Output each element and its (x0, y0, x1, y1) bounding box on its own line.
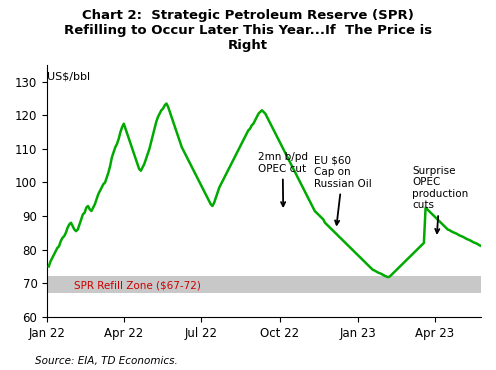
Bar (47, 276, 481, 293)
Text: Chart 2:  Strategic Petroleum Reserve (SPR): Chart 2: Strategic Petroleum Reserve (SP… (82, 9, 414, 22)
Text: US$/bbl: US$/bbl (47, 72, 90, 82)
Text: Source: EIA, TD Economics.: Source: EIA, TD Economics. (35, 356, 178, 366)
Text: 2mn b/pd
OPEC cut: 2mn b/pd OPEC cut (257, 152, 308, 206)
Text: EU $60
Cap on
Russian Oil: EU $60 Cap on Russian Oil (314, 156, 372, 225)
Text: Refilling to Occur Later This Year...If  The Price is: Refilling to Occur Later This Year...If … (64, 24, 432, 37)
Text: SPR Refill Zone ($67-72): SPR Refill Zone ($67-72) (73, 281, 200, 291)
Text: Surprise
OPEC
production
cuts: Surprise OPEC production cuts (412, 166, 468, 233)
Text: Right: Right (228, 39, 268, 52)
